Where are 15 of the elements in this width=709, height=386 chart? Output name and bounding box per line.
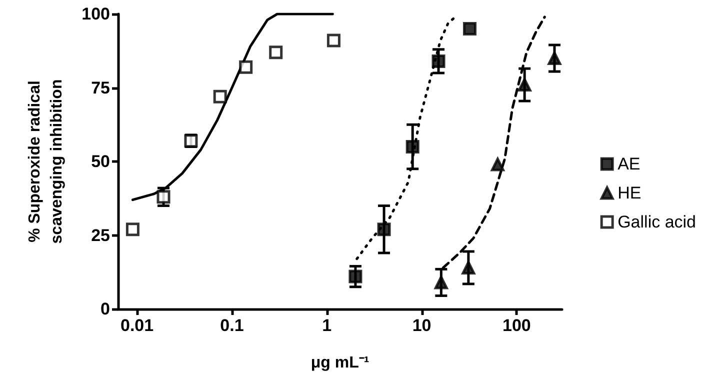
y-tick-label: 50 xyxy=(91,152,110,171)
y-axis-title: % Superoxide radical scavenging inhibition xyxy=(26,79,66,244)
x-tick-label: 100 xyxy=(502,316,531,335)
x-axis-title: μg mL⁻¹ xyxy=(310,354,370,372)
y-tick-label: 75 xyxy=(91,78,110,98)
y-tick-label: 100 xyxy=(82,4,110,24)
legend-label: AE xyxy=(618,154,640,174)
legend-label: HE xyxy=(618,184,642,202)
x-tick-label: 0.1 xyxy=(220,316,244,335)
x-tick-label: 10 xyxy=(412,316,432,335)
x-tick-label: 0.01 xyxy=(120,316,154,335)
legend-label: Gallic acid xyxy=(618,212,696,232)
y-tick-label: 0 xyxy=(100,300,110,318)
y-tick-label: 25 xyxy=(91,226,110,245)
x-tick-label: 1 xyxy=(322,316,332,335)
